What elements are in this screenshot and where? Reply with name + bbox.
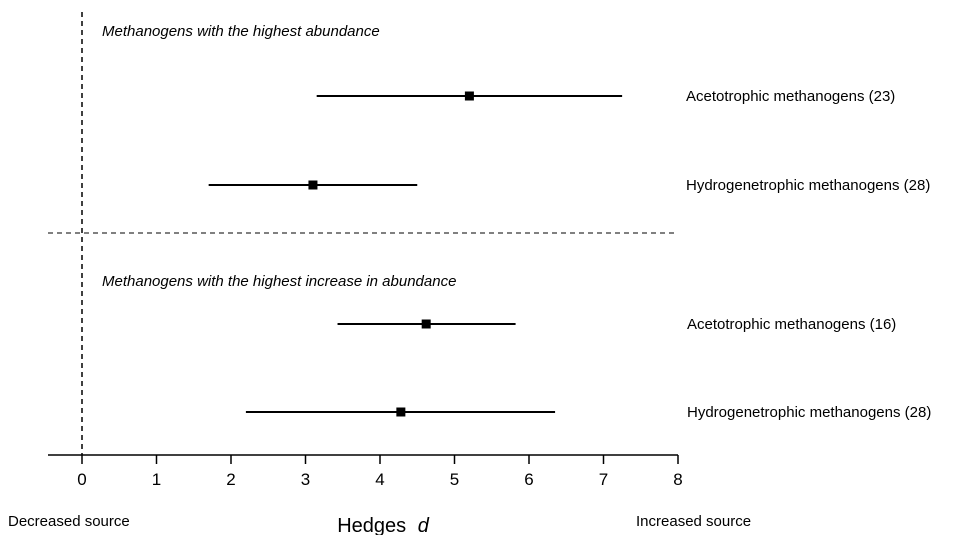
x-tick-label: 0: [77, 470, 86, 489]
x-tick-label: 1: [152, 470, 161, 489]
x-tick-label: 8: [673, 470, 682, 489]
x-axis-title-variable: d: [418, 515, 430, 535]
effect-size-point: [464, 91, 474, 101]
x-tick-label: 7: [599, 470, 608, 489]
x-axis-title: Hedges d: [337, 515, 430, 535]
effect-size-point: [421, 319, 431, 329]
row-label: Hydrogenetrophic methanogens (28): [687, 404, 931, 421]
row-label: Acetotrophic methanogens (16): [687, 316, 896, 333]
right-note: Increased source: [636, 513, 751, 530]
effect-size-point: [308, 180, 318, 190]
row-label: Hydrogenetrophic methanogens (28): [686, 177, 930, 194]
x-tick-label: 5: [450, 470, 459, 489]
section-title: Methanogens with the highest abundance: [102, 23, 380, 40]
row-label: Acetotrophic methanogens (23): [686, 88, 895, 105]
effect-size-point: [396, 407, 406, 417]
x-axis-title-text: Hedges: [337, 515, 406, 535]
plot-sections: Methanogens with the highest abundance Ac…: [102, 23, 931, 421]
x-tick-label: 3: [301, 470, 310, 489]
x-tick-label: 4: [375, 470, 384, 489]
x-axis-ticks: 0 1 2 3 4 5 6 7 8: [77, 455, 683, 489]
left-note: Decreased source: [8, 513, 130, 530]
section-title: Methanogens with the highest increase in…: [102, 273, 456, 290]
x-tick-label: 2: [226, 470, 235, 489]
x-tick-label: 6: [524, 470, 533, 489]
